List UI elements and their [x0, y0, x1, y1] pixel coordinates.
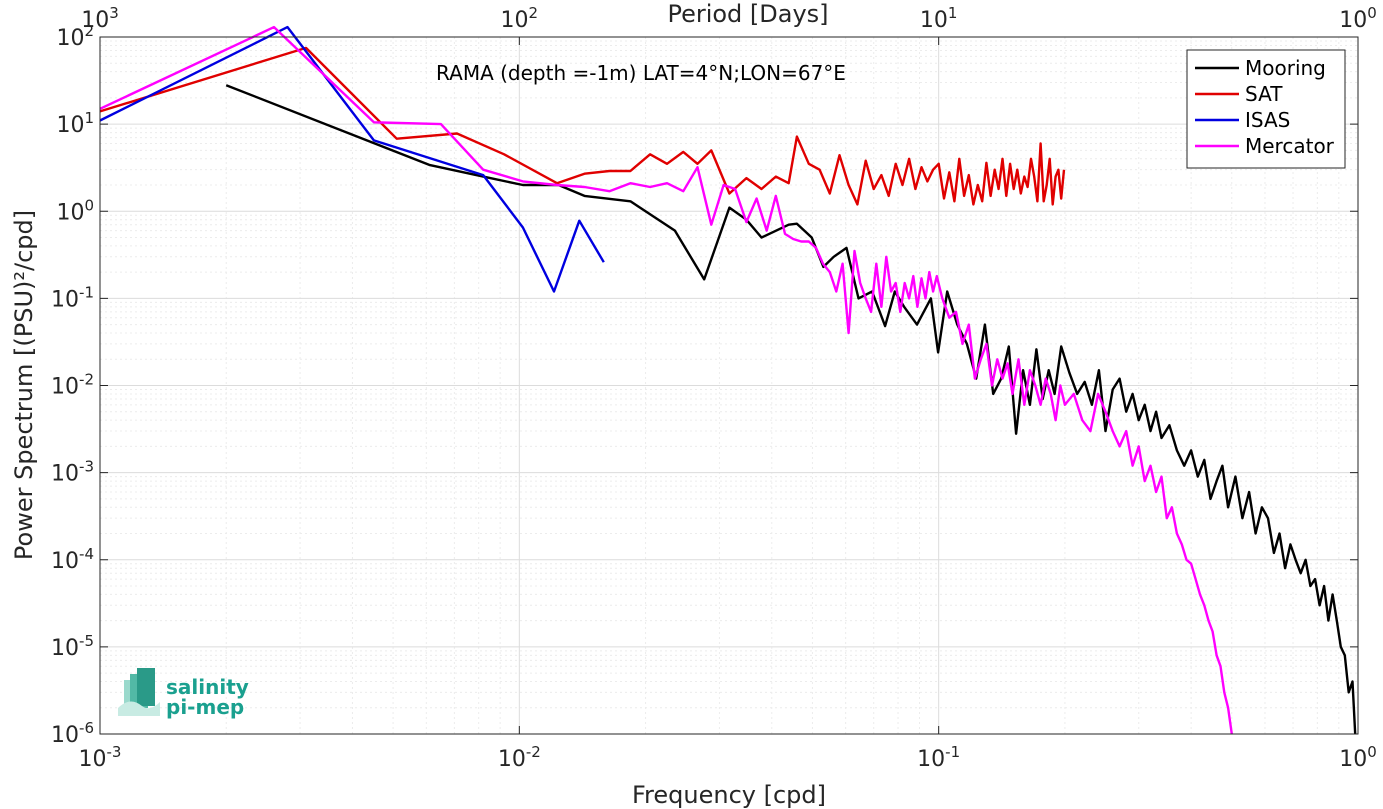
y-tick-label: 10-6 — [51, 719, 94, 748]
logo-line2: pi-mep — [166, 695, 244, 719]
x-tick-label: 10-3 — [79, 743, 122, 772]
top-tick-label: 100 — [1339, 4, 1377, 33]
legend-label: SAT — [1245, 82, 1283, 106]
y-axis-label: Power Spectrum [(PSU)²/cpd] — [10, 210, 38, 560]
y-tick-label: 10-1 — [51, 283, 94, 312]
logo-mark-icon — [118, 668, 160, 716]
x-tick-label: 100 — [1339, 743, 1377, 772]
series-line-sat — [99, 46, 1066, 206]
y-tick-label: 10-5 — [51, 632, 94, 661]
series-line-mercator — [99, 25, 1233, 735]
y-tick-label: 10-2 — [51, 371, 94, 400]
logo-line1: salinity — [166, 675, 249, 699]
legend-label: Mercator — [1245, 134, 1335, 158]
y-tick-label: 101 — [56, 109, 94, 138]
x-axis-label: Frequency [cpd] — [632, 781, 826, 809]
top-axis-label: Period [Days] — [667, 0, 828, 28]
tick-marks — [99, 36, 1359, 735]
y-tick-label: 102 — [56, 22, 94, 51]
series-line-isas — [99, 25, 605, 293]
series-line-mooring — [225, 84, 1357, 735]
legend-label: ISAS — [1245, 108, 1290, 132]
x-tick-label: 10-2 — [498, 743, 541, 772]
grid — [99, 37, 1358, 735]
top-tick-label: 103 — [81, 4, 119, 33]
y-tick-label: 100 — [56, 196, 94, 225]
legend-box — [1186, 49, 1346, 169]
top-tick-label: 101 — [920, 4, 958, 33]
x-tick-label: 10-1 — [917, 743, 960, 772]
legend-label: Mooring — [1245, 56, 1326, 80]
y-tick-label: 10-4 — [51, 545, 94, 574]
series-lines — [99, 25, 1357, 735]
chart-title: RAMA (depth =-1m) LAT=4°N;LON=67°E — [436, 61, 846, 85]
y-tick-label: 10-3 — [51, 458, 94, 487]
salinity-pi-mep-logo: salinity pi-mep — [118, 668, 249, 719]
top-tick-label: 102 — [501, 4, 539, 33]
